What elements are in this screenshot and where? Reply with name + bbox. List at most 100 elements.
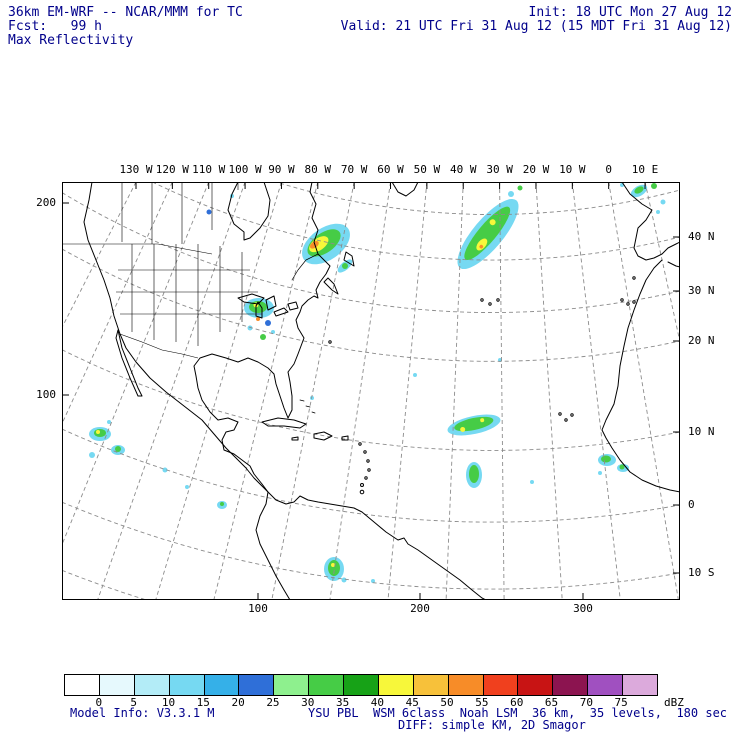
gridpoint-axis-x: 100 200 300 [62,602,680,616]
colorbar-cell [274,675,310,695]
colorbar-cell [169,675,205,695]
lat-label: 10 N [688,425,715,438]
lon-label: 80 W [304,163,332,176]
graticule-line [63,570,145,599]
diffusion-info: DIFF: simple KM, 2D Smagor [398,718,586,732]
model-title: 36km EM-WRF -- NCAR/MMM for TC [8,5,243,20]
colorbar-label: 35 [335,696,350,709]
colorbar-cell [65,675,100,695]
forecast-hour: Fcst: 99 h [8,19,102,34]
graticule-line [63,183,173,423]
graticule-line [63,429,679,523]
coastlines [83,183,679,599]
lon-label: 40 W [449,163,477,176]
gridpoint-axis-y: 200 100 [26,182,58,600]
map-svg [62,182,680,600]
graticule-line [571,183,621,599]
colorbar-cell [413,675,449,695]
lon-label: 30 W [486,163,513,176]
colorbar-unit: dBZ [664,696,684,709]
lat-label: 40 N [688,230,715,243]
lon-label: 60 W [377,163,404,176]
graticule-line [644,183,679,340]
axis-ticks [63,183,679,599]
colorbar-label: 25 [266,696,280,709]
graticule-line [63,183,136,327]
init-time: Init: 18 UTC Mon 27 Aug 12 [528,5,733,20]
model-version: Model Info: V3.3.1 M [70,706,215,720]
colorbar-label: 55 [475,696,489,709]
colorbar-labels: 0 5 10 15 20 25 30 35 40 45 50 55 60 65 70 75 [64,696,656,709]
colorbar-cell [588,675,623,695]
gridpoint-label-x: 100 [248,602,268,615]
lat-label: 10 S [688,566,715,579]
graticule-line [63,192,679,314]
graticule-line [153,183,679,261]
colorbar-label: 40 [370,696,385,709]
colorbar-cell [344,675,379,695]
colorbar-cell [483,675,519,695]
colorbar-label: 50 [440,696,454,709]
graticule-line [535,183,563,599]
colorbar-label: 30 [301,696,315,709]
colorbar-cell [134,675,170,695]
state-borders [63,183,262,359]
lon-label: 120 W [155,163,189,176]
graticule-line [97,183,246,599]
graticule [63,183,679,599]
graticule-line [329,183,391,599]
gridpoint-label-y: 100 [36,388,56,401]
lon-label: 10 E [631,163,659,176]
graticule-line [277,183,679,215]
map-frame [62,182,680,600]
gridpoint-label-y: 200 [36,196,56,209]
reflectivity-blobs [89,183,666,583]
graticule-line [608,183,679,599]
lon-label: 70 W [340,163,368,176]
graticule-line [63,249,679,362]
graticule-line [499,183,505,599]
colorbar-cell [448,675,484,695]
colorbar-label: 70 [579,696,593,709]
colorbar [64,674,658,696]
colorbar-cell [623,675,657,695]
colorbar-cell [99,675,135,695]
lon-label: 110 W [192,163,226,176]
colorbar-label: 75 [614,696,628,709]
colorbar-cell [518,675,554,695]
forecast-map [62,182,680,600]
colorbar-cell [553,675,589,695]
latitude-axis: 40 N 30 N 20 N 10 N 0 10 S [684,182,738,600]
lon-label: 50 W [413,163,441,176]
graticule-line [445,183,464,599]
lon-label: 90 W [268,163,295,176]
colorbar-cell [239,675,275,695]
lon-label: 0 [605,163,612,176]
colorbar-label: 65 [544,696,559,709]
field-name: Max Reflectivity [8,33,134,48]
colorbar-label: 60 [510,696,524,709]
lon-label: 20 W [522,163,550,176]
physics-info: YSU PBL WSM 6class Noah LSM 36 km, 35 le… [308,706,728,720]
lon-label: 10 W [559,163,586,176]
graticule-line [213,183,319,599]
colorbar-label: 10 [161,696,176,709]
graticule-line [63,502,679,590]
lat-label: 0 [688,498,695,511]
longitude-axis: 130 W 120 W 110 W 100 W 90 W 80 W 70 W 60 W 50 W… [62,163,680,177]
lon-label: 100 W [228,163,262,176]
colorbar-label: 20 [231,696,245,709]
graticule-line [271,183,355,599]
graticule-line [63,349,679,451]
colorbar-label: 45 [405,696,419,709]
colorbar-label: 15 [196,696,210,709]
colorbar-cell [204,675,240,695]
graticule-line [63,183,209,544]
colorbar-label: 0 [95,696,103,709]
gridpoint-label-x: 200 [410,602,430,615]
valid-time: Valid: 21 UTC Fri 31 Aug 12 (15 MDT Fri … [340,19,732,34]
gridpoint-label-x: 300 [573,602,593,615]
colorbar-cell [309,675,344,695]
lon-label: 130 W [119,163,153,176]
colorbar-label: 5 [130,696,137,709]
